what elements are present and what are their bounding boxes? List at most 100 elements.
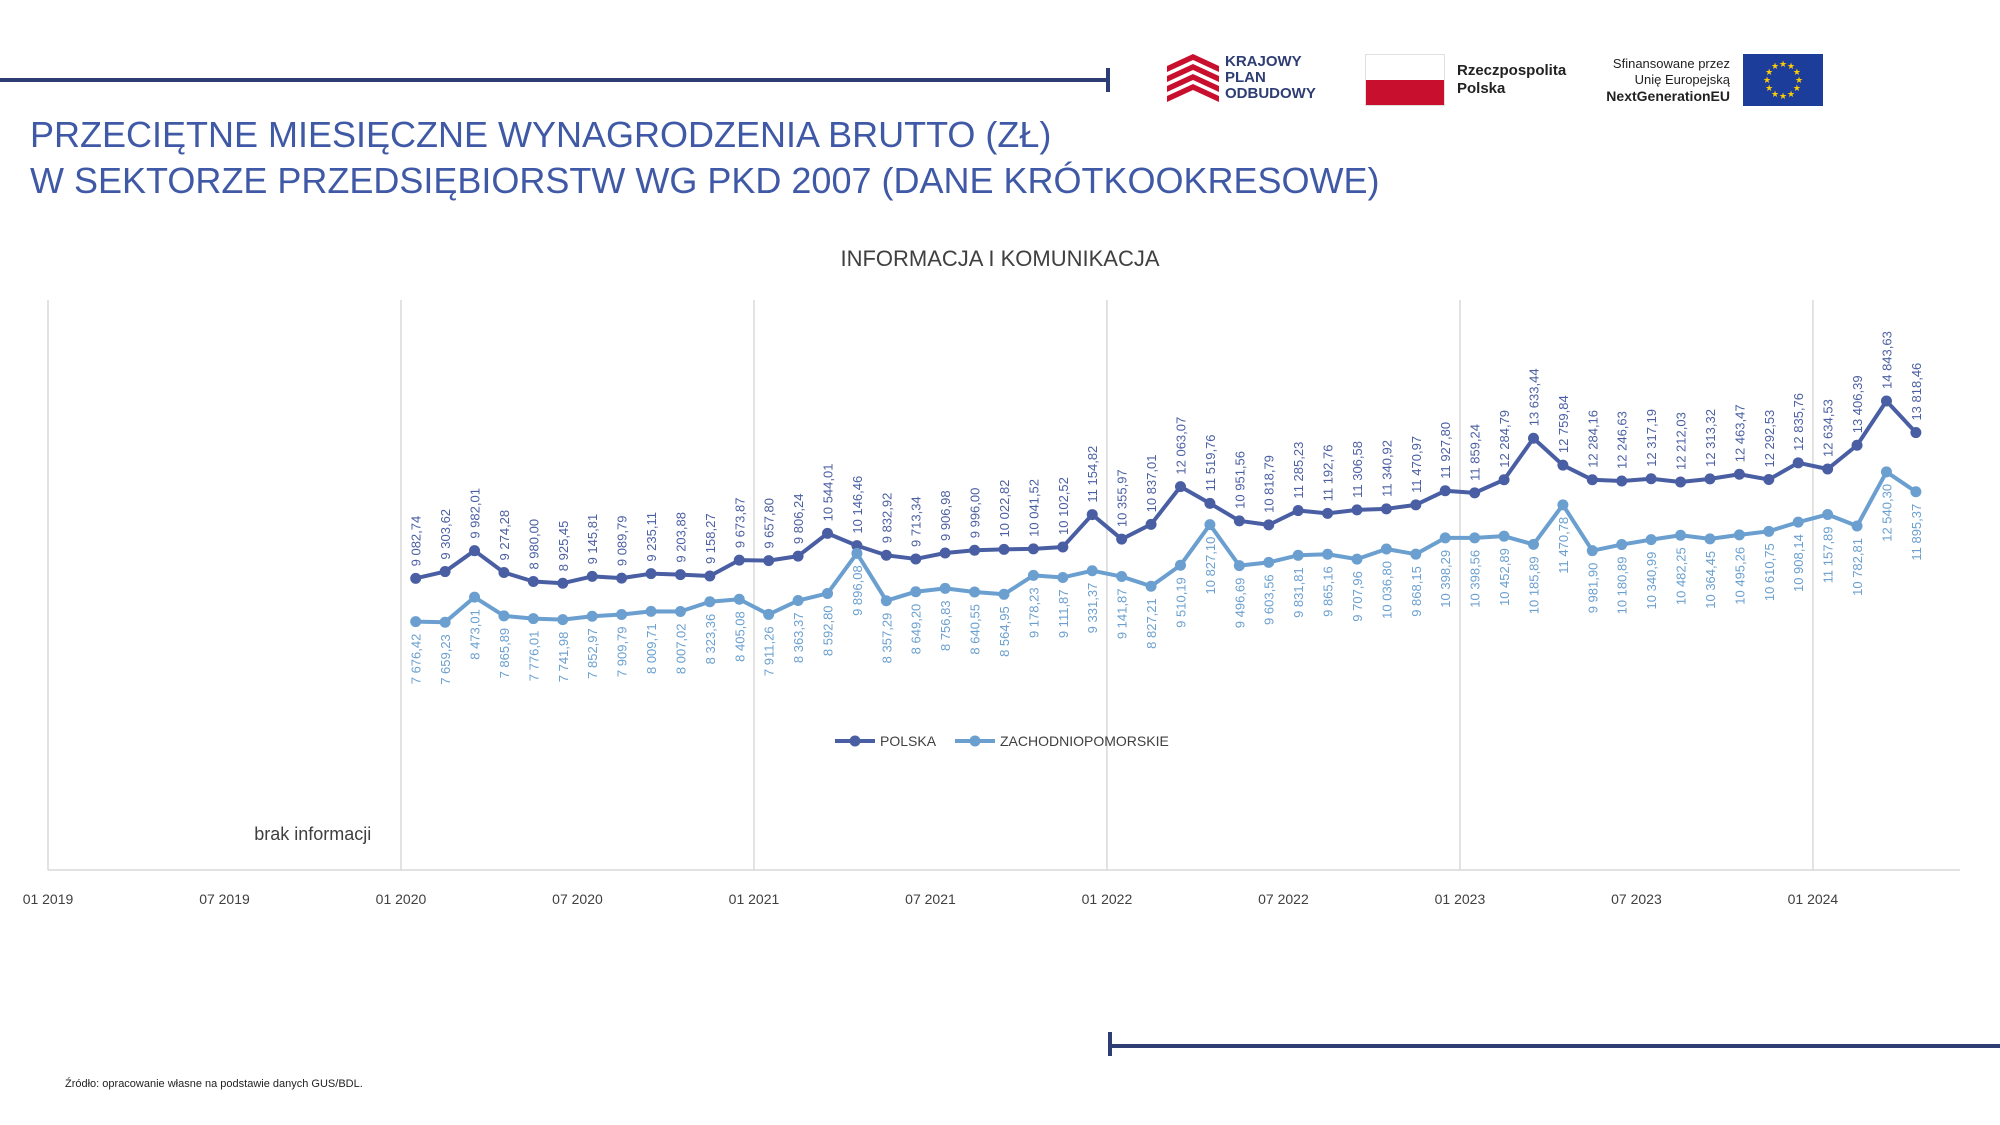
data-label: 10 951,56 [1232, 451, 1247, 509]
data-point [969, 586, 981, 598]
data-point [939, 547, 951, 559]
data-label: 9 178,23 [1026, 587, 1041, 638]
data-point [851, 540, 863, 552]
data-label: 9 707,96 [1350, 571, 1365, 622]
data-point [1586, 474, 1598, 486]
data-point [763, 555, 775, 567]
data-point [880, 549, 892, 561]
eu-star-icon: ★ [1787, 61, 1795, 71]
data-label: 11 157,89 [1821, 526, 1836, 583]
data-label: 9 657,80 [762, 498, 777, 549]
eu-logo: Sfinansowane przez Unię Europejską NextG… [1590, 54, 1825, 106]
data-label: 11 192,76 [1321, 445, 1336, 502]
data-point [1204, 497, 1216, 509]
data-point [704, 570, 716, 582]
data-label: 11 470,97 [1409, 436, 1424, 493]
data-label: 10 022,82 [997, 480, 1012, 538]
data-label: 8 564,95 [997, 606, 1012, 657]
data-label: 12 292,53 [1762, 410, 1777, 468]
data-label: 8 827,21 [1144, 598, 1159, 649]
kpo-wordmark: KRAJOWY PLAN ODBUDOWY [1225, 53, 1316, 102]
data-label: 10 340,99 [1644, 552, 1659, 610]
data-label: 10 398,29 [1438, 550, 1453, 608]
data-label: 12 634,53 [1821, 399, 1836, 457]
data-point [1174, 481, 1186, 493]
data-point [1145, 580, 1157, 592]
data-label: 10 146,46 [850, 476, 865, 534]
data-point [1733, 468, 1745, 480]
data-label: 8 980,00 [526, 519, 541, 570]
data-label: 10 185,89 [1526, 556, 1541, 614]
eu-star-icon: ★ [1793, 83, 1801, 93]
data-label: 12 313,32 [1703, 409, 1718, 467]
data-point [969, 544, 981, 556]
data-label: 7 776,01 [526, 631, 541, 682]
kpo-emblem-icon [1167, 54, 1219, 102]
data-point [1645, 534, 1657, 546]
data-point [1704, 533, 1716, 545]
x-tick-label: 01 2022 [1082, 891, 1133, 907]
data-label: 10 610,75 [1762, 543, 1777, 601]
data-point [998, 588, 1010, 600]
data-label: 8 357,29 [879, 613, 894, 664]
data-point [1263, 556, 1275, 568]
data-point [1057, 541, 1069, 553]
data-point [527, 576, 539, 588]
data-point [1439, 485, 1451, 497]
data-label: 10 827,10 [1203, 537, 1218, 595]
data-label: 9 203,88 [673, 512, 688, 563]
data-point [910, 586, 922, 598]
data-point [1763, 525, 1775, 537]
data-point [851, 547, 863, 559]
data-label: 9 896,08 [850, 565, 865, 616]
data-label: 11 340,92 [1379, 440, 1394, 497]
data-label: 9 982,01 [468, 488, 483, 539]
data-label: 12 246,63 [1615, 411, 1630, 469]
data-point [763, 608, 775, 620]
data-point [1116, 571, 1128, 583]
data-label: 9 082,74 [409, 516, 424, 567]
data-point [469, 591, 481, 603]
data-point [1322, 548, 1334, 560]
data-label: 7 909,79 [615, 626, 630, 677]
eu-star-icon: ★ [1779, 59, 1787, 69]
data-label: 9 089,79 [615, 516, 630, 567]
data-point [498, 610, 510, 622]
data-label: 14 843,63 [1879, 331, 1894, 389]
data-point [1380, 503, 1392, 515]
eu-star-icon: ★ [1787, 89, 1795, 99]
chart-svg: INFORMACJA I KOMUNIKACJA 01 2019 07 2019 01… [23, 246, 1960, 907]
eu-star-icon: ★ [1779, 91, 1787, 101]
data-label: 8 007,02 [673, 623, 688, 674]
data-point [939, 582, 951, 594]
eu-funding-text: Sfinansowane przez Unię Europejską NextG… [1606, 56, 1730, 104]
data-label: 9 981,90 [1585, 563, 1600, 614]
data-label: 13 818,46 [1909, 363, 1924, 421]
data-point [822, 527, 834, 539]
data-point [1057, 571, 1069, 583]
data-label: 9 331,37 [1085, 583, 1100, 634]
data-label: 13 633,44 [1526, 368, 1541, 426]
eu-flag-icon: ★ ★ ★ ★ ★ ★ ★ ★ ★ ★ ★ ★ [1743, 54, 1823, 106]
data-point [1292, 505, 1304, 517]
poland-flag-icon [1365, 54, 1445, 106]
data-label: 10 495,26 [1732, 547, 1747, 605]
x-tick-label: 01 2021 [729, 891, 780, 907]
data-label: 10 544,01 [821, 464, 836, 522]
eu-star-icon: ★ [1771, 89, 1779, 99]
data-label: 9 996,00 [968, 488, 983, 539]
data-point [1469, 487, 1481, 499]
data-label: 9 832,92 [879, 493, 894, 544]
data-label: 8 405,08 [732, 611, 747, 662]
data-point [498, 566, 510, 578]
data-point [1851, 439, 1863, 451]
legend-label: ZACHODNIOPOMORSKIE [1000, 733, 1169, 749]
eu-star-icon: ★ [1771, 61, 1779, 71]
data-label: 9 303,62 [438, 509, 453, 560]
data-label: 8 009,71 [644, 623, 659, 674]
data-point [1204, 519, 1216, 531]
data-label: 11 895,37 [1909, 504, 1924, 561]
data-point [1763, 474, 1775, 486]
data-label: 10 482,25 [1674, 547, 1689, 605]
x-tick-label: 07 2019 [199, 891, 250, 907]
